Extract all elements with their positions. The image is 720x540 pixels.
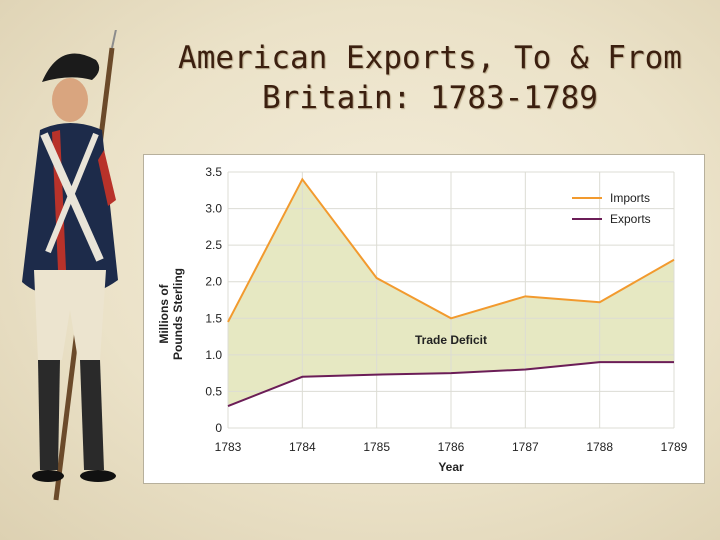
y-tick-label: 2.0 <box>205 275 222 289</box>
x-tick-label: 1789 <box>661 440 688 454</box>
y-tick-label: 1.0 <box>205 348 222 362</box>
x-tick-label: 1784 <box>289 440 316 454</box>
x-tick-label: 1783 <box>215 440 242 454</box>
x-tick-label: 1786 <box>438 440 465 454</box>
trade-chart: 0 0.5 1.0 1.5 2.0 2.5 3.0 3.5 1783 1784 1785 1786 17… <box>157 165 688 474</box>
legend-label-imports: Imports <box>610 191 650 205</box>
trade-deficit-area <box>228 179 674 407</box>
series-line-imports <box>227 177 675 323</box>
trade-deficit-label: Trade Deficit <box>415 333 487 347</box>
y-tick-label: 3.5 <box>205 165 222 179</box>
y-axis-label-line: Millions of <box>157 283 171 343</box>
series-line-exports <box>227 361 674 407</box>
soldier-illustration <box>22 30 118 501</box>
x-tick-label: 1788 <box>586 440 613 454</box>
y-tick-label: 3.0 <box>205 202 222 216</box>
y-axis-label-line: Pounds Sterling <box>171 268 185 360</box>
x-tick-label: 1787 <box>512 440 539 454</box>
y-axis-label: Millions ofPounds Sterling <box>157 268 185 360</box>
slide-title: American Exports, To & From Britain: 178… <box>178 40 682 116</box>
y-tick-label: 0.5 <box>205 384 222 398</box>
chart-panel: 0 0.5 1.0 1.5 2.0 2.5 3.0 3.5 1783 1784 1785 1786 17… <box>143 154 705 484</box>
x-tick-label: 1785 <box>363 440 390 454</box>
x-axis-label: Year <box>438 460 464 474</box>
legend-label-exports: Exports <box>610 212 651 226</box>
y-tick-label: 1.5 <box>205 311 222 325</box>
y-tick-label: 0 <box>215 421 222 435</box>
y-tick-label: 2.5 <box>205 238 222 252</box>
